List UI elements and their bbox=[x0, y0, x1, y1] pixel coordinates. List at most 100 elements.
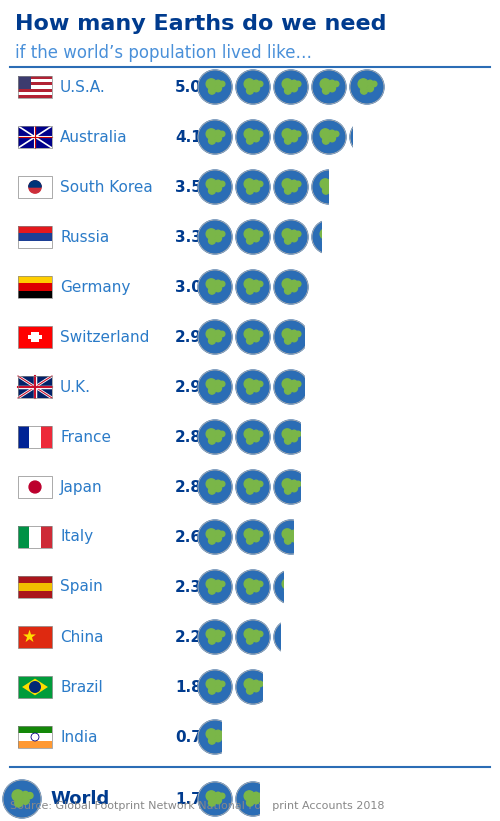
Bar bbox=[18, 576, 52, 598]
Circle shape bbox=[253, 230, 259, 236]
Circle shape bbox=[220, 581, 225, 587]
Circle shape bbox=[215, 681, 221, 686]
Circle shape bbox=[274, 120, 308, 154]
Circle shape bbox=[253, 180, 259, 186]
Circle shape bbox=[258, 131, 263, 136]
Circle shape bbox=[220, 181, 225, 186]
Circle shape bbox=[215, 631, 221, 636]
Circle shape bbox=[296, 331, 301, 337]
Circle shape bbox=[208, 438, 216, 444]
Circle shape bbox=[290, 185, 298, 192]
Circle shape bbox=[284, 187, 292, 194]
Circle shape bbox=[282, 179, 292, 189]
Bar bbox=[18, 76, 52, 98]
Circle shape bbox=[290, 285, 298, 291]
Circle shape bbox=[244, 179, 254, 189]
Circle shape bbox=[208, 337, 216, 344]
Circle shape bbox=[215, 430, 221, 436]
Circle shape bbox=[236, 470, 270, 504]
Bar bbox=[18, 82, 52, 85]
Circle shape bbox=[253, 530, 259, 536]
Text: 2.3: 2.3 bbox=[175, 580, 202, 594]
Circle shape bbox=[246, 287, 254, 294]
Circle shape bbox=[282, 429, 292, 439]
Circle shape bbox=[206, 229, 216, 239]
Circle shape bbox=[258, 631, 263, 636]
Circle shape bbox=[291, 580, 297, 586]
Circle shape bbox=[198, 420, 232, 454]
Circle shape bbox=[291, 180, 297, 186]
Bar bbox=[263, 669, 272, 705]
Circle shape bbox=[284, 438, 292, 444]
Circle shape bbox=[252, 485, 260, 492]
Bar bbox=[18, 76, 52, 79]
Bar bbox=[18, 79, 52, 82]
Circle shape bbox=[206, 629, 216, 639]
Circle shape bbox=[274, 420, 308, 454]
Circle shape bbox=[214, 535, 222, 542]
Text: Russia: Russia bbox=[60, 230, 109, 245]
Circle shape bbox=[320, 79, 330, 89]
Circle shape bbox=[206, 729, 216, 739]
Circle shape bbox=[208, 87, 216, 94]
Circle shape bbox=[284, 388, 292, 394]
Bar bbox=[322, 219, 348, 255]
Circle shape bbox=[284, 237, 292, 244]
Circle shape bbox=[350, 70, 384, 104]
Circle shape bbox=[220, 431, 225, 437]
Circle shape bbox=[244, 479, 254, 489]
Circle shape bbox=[274, 70, 308, 104]
Circle shape bbox=[244, 329, 254, 339]
Text: 2.2: 2.2 bbox=[175, 630, 202, 644]
Circle shape bbox=[312, 70, 346, 104]
Circle shape bbox=[208, 137, 216, 144]
Circle shape bbox=[208, 737, 216, 744]
Circle shape bbox=[282, 378, 292, 389]
Circle shape bbox=[284, 488, 292, 494]
Text: 2.8: 2.8 bbox=[175, 479, 202, 494]
Circle shape bbox=[208, 587, 216, 594]
Circle shape bbox=[206, 529, 216, 539]
Text: Switzerland: Switzerland bbox=[60, 329, 150, 345]
Circle shape bbox=[206, 479, 216, 489]
Bar bbox=[294, 519, 310, 555]
Circle shape bbox=[296, 381, 301, 387]
Circle shape bbox=[220, 481, 225, 487]
Circle shape bbox=[206, 579, 216, 589]
Circle shape bbox=[328, 235, 336, 241]
Circle shape bbox=[215, 230, 221, 236]
Circle shape bbox=[284, 137, 292, 144]
Bar bbox=[301, 419, 310, 455]
Circle shape bbox=[244, 229, 254, 239]
Circle shape bbox=[253, 681, 259, 686]
Circle shape bbox=[208, 800, 216, 806]
Circle shape bbox=[236, 620, 270, 654]
Circle shape bbox=[282, 579, 292, 589]
Bar bbox=[18, 326, 52, 348]
Circle shape bbox=[258, 581, 263, 587]
Circle shape bbox=[291, 380, 297, 387]
Circle shape bbox=[215, 131, 221, 136]
Circle shape bbox=[246, 637, 254, 644]
Text: 3.5: 3.5 bbox=[175, 180, 202, 195]
Circle shape bbox=[244, 279, 254, 289]
Circle shape bbox=[236, 70, 270, 104]
Circle shape bbox=[246, 137, 254, 144]
Circle shape bbox=[312, 170, 346, 204]
Circle shape bbox=[252, 135, 260, 142]
Circle shape bbox=[246, 237, 254, 244]
Text: Brazil: Brazil bbox=[60, 680, 103, 695]
Circle shape bbox=[244, 679, 254, 689]
Circle shape bbox=[15, 800, 22, 807]
Bar bbox=[329, 169, 348, 205]
Bar bbox=[28, 335, 42, 339]
Circle shape bbox=[246, 537, 254, 544]
Circle shape bbox=[274, 370, 308, 404]
Text: 2.9: 2.9 bbox=[175, 379, 202, 395]
Bar bbox=[18, 283, 52, 291]
Bar bbox=[18, 526, 52, 548]
Circle shape bbox=[236, 170, 270, 204]
Circle shape bbox=[236, 520, 270, 554]
Circle shape bbox=[220, 282, 225, 287]
Circle shape bbox=[214, 235, 222, 241]
